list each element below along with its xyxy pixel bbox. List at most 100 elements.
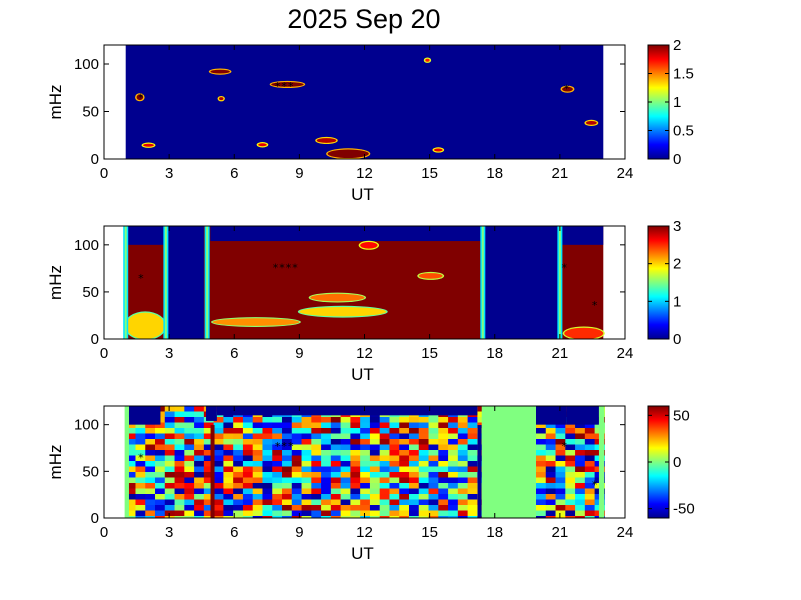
marker-asterisk: *	[561, 440, 567, 453]
heatmap-cell	[535, 461, 547, 468]
heatmap-feature	[585, 121, 597, 125]
heatmap-cell	[448, 499, 459, 506]
heatmap-cell	[438, 472, 449, 479]
heatmap-cell	[428, 477, 439, 484]
heatmap-cell	[203, 505, 215, 512]
heatmap-cell	[311, 483, 322, 490]
heatmap-cell	[164, 477, 176, 484]
heatmap-cell	[194, 406, 205, 413]
heatmap-cell	[262, 428, 273, 435]
heatmap-cell	[135, 433, 146, 440]
heatmap-cell	[340, 439, 351, 446]
heatmap-cell	[448, 455, 459, 462]
heatmap-cell	[369, 422, 381, 429]
heatmap-cell	[242, 516, 254, 518]
heatmap-cell	[399, 483, 410, 490]
heatmap-cell	[194, 433, 205, 440]
heatmap-cell	[448, 444, 459, 451]
heatmap-cell	[145, 483, 156, 490]
heatmap-cell	[379, 516, 391, 518]
heatmap-cell	[438, 461, 449, 468]
heatmap-cell	[545, 494, 557, 501]
x-tick-label: 9	[295, 165, 303, 182]
heatmap-cell	[262, 505, 273, 512]
heatmap-cell	[575, 472, 586, 479]
heatmap-cell	[145, 488, 156, 495]
heatmap-cell	[369, 433, 381, 440]
heatmap-cell	[184, 483, 195, 490]
heatmap-cell	[457, 483, 469, 490]
x-tick-label: 9	[295, 524, 303, 541]
heatmap-cell	[457, 516, 469, 518]
heatmap-cell	[428, 417, 439, 424]
heatmap-cell	[174, 494, 185, 501]
heatmap-cell	[389, 417, 400, 424]
heatmap-cell	[164, 466, 176, 473]
heatmap-cell	[409, 439, 420, 446]
colorbar-gradient	[647, 225, 670, 340]
heatmap-cell	[535, 499, 547, 506]
heatmap-cell	[457, 466, 469, 473]
heatmap-cell	[311, 417, 322, 424]
heatmap-cell	[350, 450, 361, 457]
heatmap-cell	[311, 461, 322, 468]
heatmap-cell	[555, 483, 566, 490]
heatmap-cell	[448, 466, 459, 473]
heatmap-cell	[125, 433, 137, 440]
heatmap-cell	[145, 499, 156, 506]
heatmap-cell	[164, 494, 176, 501]
heatmap-cell	[272, 433, 283, 440]
heatmap-cell	[418, 472, 430, 479]
heatmap-cell	[125, 483, 137, 490]
heatmap-cell	[535, 505, 547, 512]
heatmap-cell	[330, 488, 342, 495]
heatmap-cell	[174, 477, 185, 484]
heatmap-cell	[311, 455, 322, 462]
heatmap-cell	[213, 488, 224, 495]
heatmap-cell	[184, 461, 195, 468]
heatmap-cell	[145, 461, 156, 468]
heatmap-cell	[282, 450, 293, 457]
heatmap-cell	[340, 510, 351, 517]
heatmap-cell	[174, 439, 185, 446]
heatmap-cell	[389, 461, 400, 468]
heatmap-cell	[125, 516, 137, 518]
heatmap-cell	[575, 466, 586, 473]
heatmap-image: ** * * *	[125, 45, 604, 159]
heatmap-cell	[301, 488, 312, 495]
heatmap-cell	[164, 450, 176, 457]
boundary-line	[124, 226, 127, 339]
heatmap-cell	[272, 477, 283, 484]
heatmap-cell	[194, 488, 205, 495]
heatmap-cell	[194, 483, 205, 490]
heatmap-cell	[125, 444, 137, 451]
heatmap-cell	[213, 444, 224, 451]
heatmap-cell	[155, 433, 166, 440]
x-tick-label: 18	[486, 165, 503, 182]
heatmap-cell	[262, 433, 273, 440]
marker-asterisk: *	[138, 451, 144, 464]
heatmap-cell	[184, 510, 195, 517]
heatmap-cell	[360, 472, 371, 479]
heatmap-cell	[535, 483, 547, 490]
heatmap-cell	[272, 450, 283, 457]
heatmap-cell	[223, 433, 234, 440]
heatmap-cell	[155, 422, 166, 429]
heatmap-cell	[174, 417, 185, 424]
heatmap-cell	[321, 516, 332, 518]
heatmap-cell	[418, 433, 430, 440]
heatmap-cell	[223, 428, 234, 435]
heatmap-cell	[233, 505, 244, 512]
heatmap-cell	[164, 455, 176, 462]
x-axis-label: UT	[351, 544, 374, 563]
heatmap-cell	[565, 505, 576, 512]
heatmap-cell	[438, 477, 449, 484]
heatmap-cell	[360, 455, 371, 462]
heatmap-cell	[321, 428, 332, 435]
heatmap-cell	[311, 450, 322, 457]
heatmap-feature	[136, 94, 144, 101]
heatmap-cell	[155, 461, 166, 468]
heatmap-cell	[135, 505, 146, 512]
heatmap-cell	[145, 444, 156, 451]
